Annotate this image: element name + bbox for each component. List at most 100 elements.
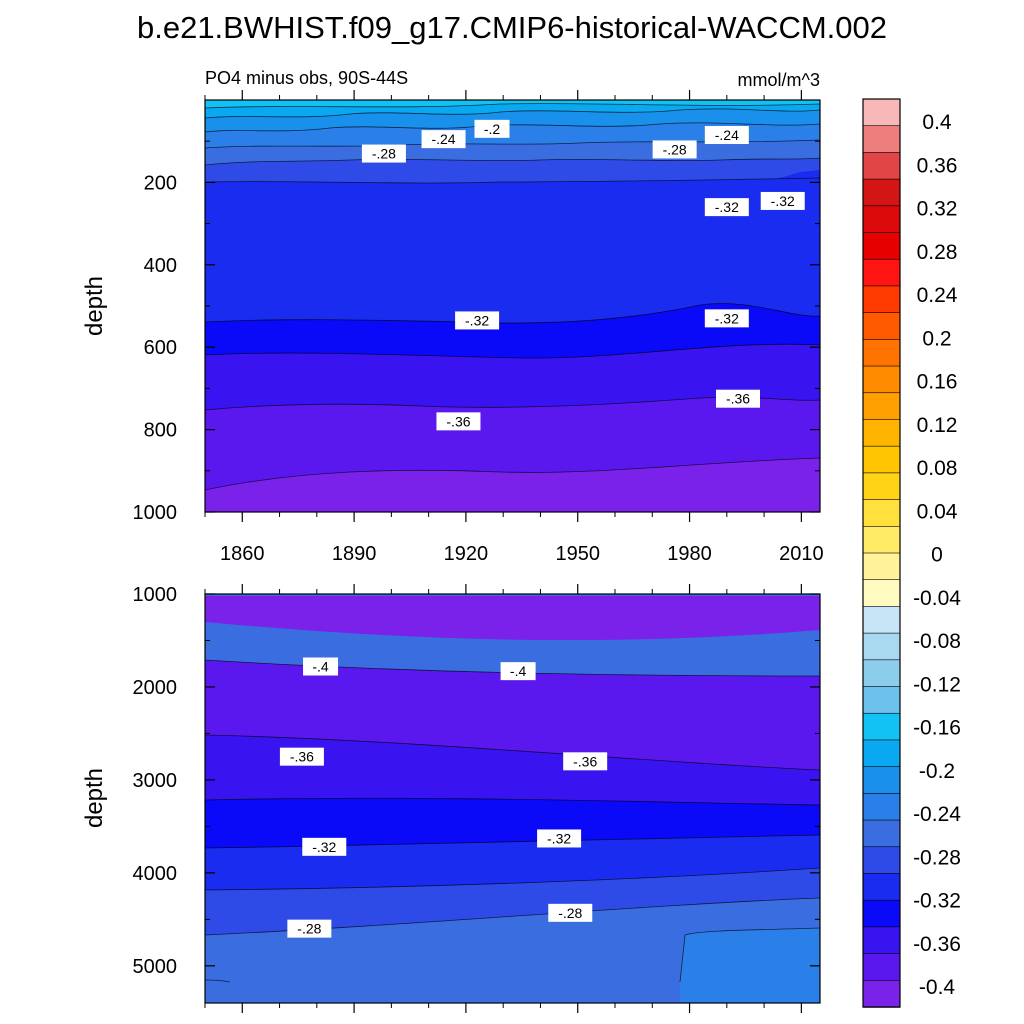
upper-y-tick-label: 800 — [144, 420, 177, 442]
upper-contour-fill — [205, 100, 820, 512]
colorbar-swatch — [862, 606, 901, 634]
lower-contour-label-box — [500, 662, 536, 681]
lower-contour-label: -.36 — [563, 752, 608, 771]
lower-y-axis-label: depth — [81, 768, 108, 828]
upper-y-tick-label: 600 — [144, 337, 177, 359]
colorbar-swatch — [862, 232, 901, 260]
lower-contour-label-box — [302, 837, 347, 856]
upper-contour-label-box — [704, 309, 749, 328]
colorbar-swatch — [862, 579, 901, 608]
colorbar-swatch — [862, 686, 901, 714]
lower-contour-label-box — [279, 747, 324, 766]
colorbar-swatch — [862, 552, 901, 581]
upper-contour-label-box — [652, 140, 697, 159]
lower-contour-label-text: -.32 — [547, 830, 571, 846]
colorbar: 0.4 0.36 0.32 0.28 0.24 0.2 0.16 0.12 0.08 0.04 0 -… — [862, 98, 961, 1008]
lower-contour-label: -.36 — [279, 747, 324, 766]
lower-y-tick-label: 5000 — [133, 956, 178, 978]
lower-contour-fill — [205, 594, 820, 1003]
colorbar-tick-label: -0.24 — [913, 803, 961, 826]
upper-contour-label-text: -.36 — [726, 391, 750, 407]
upper-contour-label-text: -.36 — [446, 413, 470, 429]
upper-contour-label: -.28 — [652, 140, 697, 159]
colorbar-tick-label: -0.16 — [913, 717, 961, 740]
colorbar-tick-label: -0.12 — [913, 673, 961, 696]
colorbar-swatch — [862, 152, 901, 180]
lower-contour-label-text: -.36 — [290, 749, 314, 765]
figure-title: b.e21.BWHIST.f09_g17.CMIP6-historical-WA… — [137, 10, 887, 45]
upper-y-tick-label: 1000 — [133, 502, 178, 524]
lower-contour-label-box — [563, 752, 608, 771]
lower-plot-frame — [204, 593, 821, 1004]
lower-y-tick-label: 1000 — [133, 584, 178, 606]
upper-contour-label-box — [361, 144, 406, 163]
colorbar-swatch — [862, 766, 901, 795]
upper-contour-label-text: -.32 — [715, 310, 739, 326]
colorbar-swatch — [862, 632, 901, 661]
lower-y-tick-label: 2000 — [133, 677, 178, 699]
upper-y-axis-label: depth — [81, 276, 108, 336]
upper-contour-label-box — [760, 191, 805, 210]
lower-contour-label-box — [287, 919, 332, 938]
colorbar-swatch — [862, 339, 901, 367]
colorbar-tick-label: 0.28 — [917, 241, 958, 264]
colorbar-swatch — [862, 873, 901, 901]
colorbar-swatch — [862, 98, 901, 127]
lower-contour-label: -.4 — [303, 657, 339, 676]
lower-contour-label-text: -.4 — [312, 659, 329, 675]
upper-contour-label: -.24 — [704, 126, 749, 145]
colorbar-tick-label: -0.28 — [913, 846, 961, 869]
colorbar-tick-label: 0.12 — [917, 414, 958, 437]
upper-contour-label: -.32 — [760, 191, 805, 210]
upper-contour-label: -.32 — [455, 311, 500, 330]
colorbar-tick-label: -0.4 — [919, 976, 956, 999]
colorbar-tick-label: 0.2 — [922, 327, 951, 350]
upper-contour-label: -.32 — [704, 198, 749, 217]
lower-contour-label: -.28 — [287, 919, 332, 938]
colorbar-swatch — [862, 205, 901, 234]
upper-contour-label: -.28 — [361, 144, 406, 163]
colorbar-tick-label: -0.36 — [913, 933, 961, 956]
colorbar-swatch — [862, 472, 901, 501]
upper-contour-label-text: -.28 — [663, 141, 687, 157]
upper-contour-label-box — [704, 198, 749, 217]
colorbar-tick-label: 0.24 — [917, 284, 958, 307]
colorbar-tick-label: -0.08 — [913, 630, 961, 653]
upper-x-tick-label: 1920 — [444, 543, 489, 565]
upper-y-tick-label: 400 — [144, 255, 177, 277]
colorbar-swatch — [862, 178, 901, 207]
colorbar-tick-label: -0.04 — [913, 587, 961, 610]
colorbar-swatch — [862, 365, 901, 394]
upper-x-tick-label: 2010 — [779, 543, 824, 565]
lower-contour-label: -.32 — [302, 837, 347, 856]
upper-contour-label-text: -.32 — [771, 193, 795, 209]
lower-contour-label: -.28 — [548, 903, 593, 922]
colorbar-swatch — [862, 846, 901, 875]
panel-units-label: mmol/m^3 — [738, 70, 820, 90]
upper-contour-label: -.36 — [716, 389, 760, 408]
upper-y-tick-label: 200 — [144, 172, 177, 194]
colorbar-swatch — [862, 819, 901, 848]
lower-contour-label-text: -.36 — [573, 753, 597, 769]
lower-contour-label-text: -.28 — [558, 905, 582, 921]
upper-axes: 200 400 600 800 1000 1860 1890 1920 1950 1980 2010 — [133, 90, 824, 565]
colorbar-tick-label: 0 — [931, 544, 943, 567]
upper-contour-label: -.36 — [436, 412, 481, 431]
colorbar-swatch — [862, 739, 901, 768]
colorbar-frame — [862, 98, 901, 1008]
colorbar-swatch — [862, 953, 901, 981]
upper-contour-label-text: -.32 — [465, 312, 489, 328]
upper-contour-label-text: -.24 — [431, 131, 455, 147]
colorbar-swatch — [862, 793, 901, 821]
lower-contour-label-text: -.28 — [297, 921, 321, 937]
colorbar-tick-label: 0.36 — [917, 154, 958, 177]
upper-contour-label-box — [474, 119, 510, 138]
panel-subtitle-left: PO4 minus obs, 90S-44S — [205, 68, 408, 88]
upper-contour-label-text: -.32 — [715, 199, 739, 215]
upper-x-tick-label: 1950 — [555, 543, 600, 565]
upper-x-tick-label: 1980 — [667, 543, 712, 565]
colorbar-tick-label: -0.32 — [913, 890, 961, 913]
lower-contour-label-text: -.32 — [312, 839, 336, 855]
upper-contour-label-box — [421, 130, 466, 149]
colorbar-swatch — [862, 312, 901, 341]
